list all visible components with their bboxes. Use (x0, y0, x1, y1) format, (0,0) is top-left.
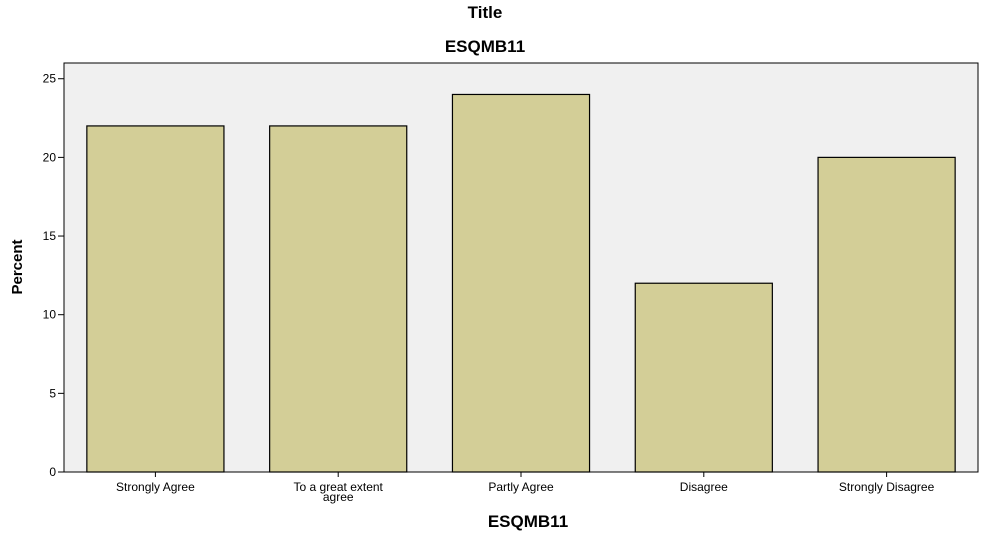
y-tick-label: 5 (49, 386, 56, 400)
y-axis-label: Percent (9, 239, 26, 294)
bar (451, 93, 591, 473)
x-tick-label: Partly Agree (488, 480, 554, 494)
bar (86, 125, 225, 473)
y-tick-label: 0 (49, 465, 56, 479)
y-tick-label: 20 (43, 150, 57, 164)
y-tick-label: 10 (43, 308, 57, 322)
x-tick-label: Strongly Agree (116, 480, 195, 494)
x-tick-label: Disagree (680, 480, 728, 494)
x-tick-label: To a great extent (294, 480, 384, 494)
chart-title: ESQMB11 (445, 37, 525, 56)
y-tick-label: 15 (43, 229, 57, 243)
bar (817, 156, 956, 473)
bar (269, 125, 408, 473)
x-tick-label: agree (323, 490, 354, 504)
y-axis: 0 5 10 15 20 25 (43, 72, 64, 479)
bars-group (86, 93, 956, 473)
page-title: Title (468, 3, 503, 22)
bar (634, 282, 773, 473)
y-tick-label: 25 (43, 72, 57, 86)
x-tick-label: Strongly Disagree (839, 480, 935, 494)
x-axis-label: ESQMB11 (488, 512, 568, 531)
